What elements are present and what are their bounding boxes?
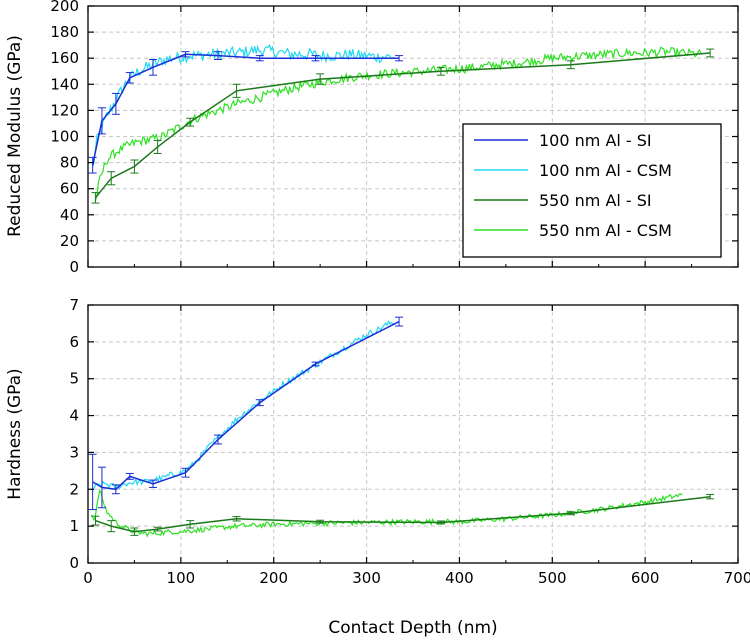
hardness-errorbar-100-nm-al-si [149,479,157,488]
legend: 100 nm Al - SI 100 nm Al - CSM 550 nm Al -… [462,123,722,258]
hardness-errorbar-100-nm-al-si [395,316,404,327]
hardness-errorbar-100-nm-al-si [255,399,264,407]
modulus-errorbar-550-nm-al-si [186,117,195,127]
modulus-series [88,43,715,204]
hardness-grid [88,305,738,563]
x-tick-label: 200 [259,569,288,587]
modulus-y-tick-label: 200 [50,0,79,15]
modulus-errorbar-550-nm-al-si [232,83,241,98]
hardness-errorbar-100-nm-al-si [214,434,222,445]
x-tick-label: 100 [167,569,196,587]
hardness-errorbar-550-nm-al-si [436,520,445,525]
modulus-series-100-nm-al-csm [92,43,395,168]
modulus-y-tick-label: 20 [60,232,79,250]
modulus-y-tick-label: 80 [60,154,79,172]
modulus-errorbar-550-nm-al-si [436,66,445,76]
hardness-errorbar-100-nm-al-si [97,466,106,509]
legend-label: 550 nm Al - CSM [539,221,672,240]
modulus-y-tick-label: 160 [50,49,79,67]
hardness-errorbar-550-nm-al-si [316,519,325,524]
hardness-y-tick-label: 1 [69,517,79,535]
x-axis-title: Contact Depth (nm) [328,618,497,638]
hardness-errorbar-100-nm-al-si [181,467,190,478]
modulus-errorbar-100-nm-al-si [255,55,264,62]
modulus-errorbar-100-nm-al-si [149,59,157,76]
legend-box [462,123,722,258]
x-tick-label: 0 [83,569,93,587]
hardness-y-axis-title: Hardness (GPa) [5,368,25,499]
hardness-y-tick-label: 2 [69,480,79,498]
legend-label: 100 nm Al - SI [539,131,652,150]
modulus-series-100-nm-al-si [91,53,400,166]
legend-label: 100 nm Al - CSM [539,161,672,180]
modulus-y-tick-label: 180 [50,23,79,41]
modulus-errorbar-550-nm-al-si [153,139,162,154]
modulus-errorbar-100-nm-al-si [111,92,120,115]
modulus-errorbar-100-nm-al-si [311,55,320,62]
hardness-ticks: 0 100 200 300 400 500 600 700 0 1 2 3 4 5 6 7 [69,296,750,587]
modulus-y-tick-label: 0 [69,258,79,276]
modulus-y-tick-label: 140 [50,75,79,93]
legend-label: 550 nm Al - SI [539,191,652,210]
hardness-errorbar-550-nm-al-si [186,520,195,529]
modulus-panel: 0 20 40 60 80 100 120 140 160 180 200 Reduced Modu… [5,0,739,276]
hardness-panel: 0 100 200 300 400 500 600 700 0 1 2 3 4 5 6 7 Hardness … [5,296,750,587]
hardness-errorbar-100-nm-al-si [88,453,97,511]
x-tick-label: 500 [538,569,567,587]
modulus-errorbar-550-nm-al-si [91,192,100,204]
modulus-series-550-nm-al-si [94,52,711,199]
modulus-y-tick-label: 40 [60,206,79,224]
hardness-series-100-nm-al-csm [92,319,395,491]
hardness-series-550-nm-al-si [95,495,711,533]
hardness-errorbar-550-nm-al-si [706,493,715,500]
hardness-y-tick-label: 6 [69,333,79,351]
modulus-y-axis-title: Reduced Modulus (GPa) [5,35,25,237]
modulus-errorbar-550-nm-al-si [130,159,139,174]
modulus-errorbar-550-nm-al-si [107,171,116,186]
x-tick-label: 400 [445,569,474,587]
modulus-errorbar-100-nm-al-si [181,51,190,58]
modulus-y-tick-label: 120 [50,101,79,119]
hardness-series-550-nm-al-csm [90,489,683,538]
modulus-y-tick-label: 60 [60,180,79,198]
hardness-y-tick-label: 4 [69,407,79,425]
modulus-errorbar-550-nm-al-si [566,60,575,70]
modulus-errorbar-100-nm-al-si [97,107,106,135]
modulus-y-tick-label: 100 [50,128,79,146]
x-tick-label: 600 [631,569,660,587]
hardness-series [88,316,715,538]
hardness-errorbar-100-nm-al-si [311,361,320,367]
x-tick-label: 700 [724,569,750,587]
hardness-series-100-nm-al-si [92,320,400,491]
hardness-errorbar-550-nm-al-si [153,526,162,532]
modulus-errorbar-550-nm-al-si [706,48,715,58]
modulus-errorbar-100-nm-al-si [88,156,97,174]
hardness-y-tick-label: 3 [69,443,79,461]
modulus-errorbar-100-nm-al-si [214,51,222,61]
hardness-errorbar-550-nm-al-si [91,515,100,526]
modulus-errorbar-100-nm-al-si [125,72,134,84]
hardness-errorbar-550-nm-al-si [232,516,241,522]
hardness-errorbar-100-nm-al-si [125,472,134,480]
modulus-grid [88,6,738,267]
hardness-errorbar-100-nm-al-si [111,484,120,495]
hardness-y-tick-label: 7 [69,296,79,314]
modulus-ticks: 0 20 40 60 80 100 120 140 160 180 200 [50,0,739,276]
modulus-errorbar-100-nm-al-si [395,55,404,62]
modulus-errorbar-550-nm-al-si [316,73,325,85]
hardness-errorbar-550-nm-al-si [566,511,575,516]
hardness-y-tick-label: 0 [69,554,79,572]
hardness-errorbar-550-nm-al-si [107,520,116,533]
hardness-y-tick-label: 5 [69,370,79,388]
hardness-errorbar-550-nm-al-si [130,527,139,536]
x-tick-label: 300 [352,569,381,587]
